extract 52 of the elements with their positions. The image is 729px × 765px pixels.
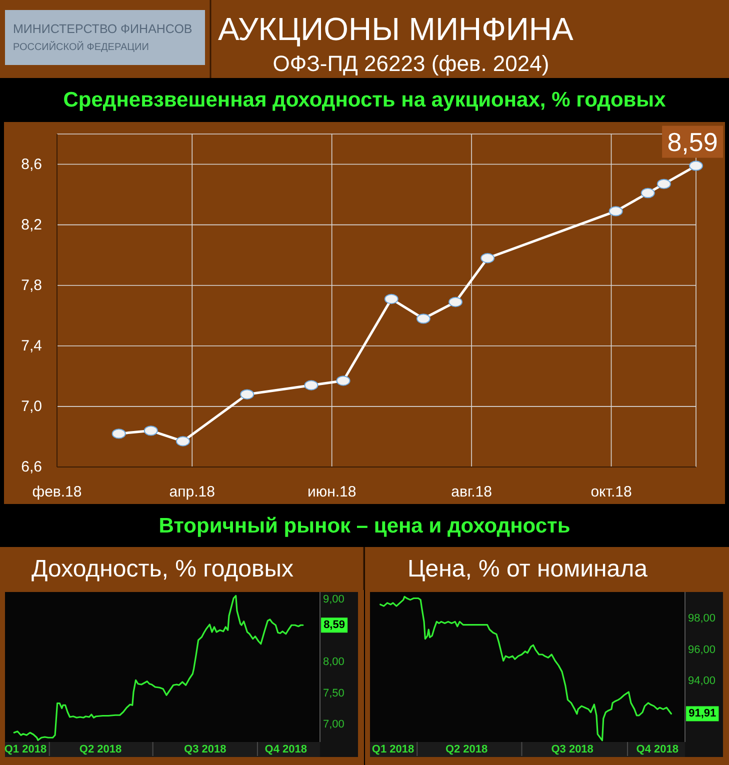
point <box>144 426 158 436</box>
y-tick-label: 7,4 <box>21 337 42 354</box>
x-tick-label: Q1 2018 <box>4 744 47 756</box>
point <box>640 188 655 198</box>
x-tick-label: фев.18 <box>32 484 82 500</box>
y-tick-label: 96,00 <box>688 644 716 656</box>
point <box>112 428 126 439</box>
x-tick-label: Q3 2018 <box>184 744 226 756</box>
point <box>608 206 623 216</box>
y-tick-label: 7,50 <box>323 687 344 700</box>
text: РОССИЙСКОЙ ФЕДЕРАЦИИ <box>13 40 149 53</box>
x-tick-label: Q1 2018 <box>372 744 414 756</box>
y-tick-label: 8,00 <box>323 656 344 668</box>
y-tick-label: 9,00 <box>323 594 344 606</box>
data-label: 8,59 <box>324 619 345 632</box>
y-tick-label: 8,6 <box>21 156 42 173</box>
y-tick-label: 8,2 <box>21 216 42 234</box>
line-series <box>13 594 304 741</box>
x-tick-label: авг.18 <box>451 484 492 500</box>
point <box>656 178 671 190</box>
point <box>480 253 495 264</box>
point <box>384 294 398 304</box>
x-tick-label: Q4 2018 <box>264 744 307 756</box>
point <box>176 436 190 446</box>
y-tick-label: 7,8 <box>21 276 42 294</box>
y-tick-label: 98,00 <box>688 612 716 625</box>
chart-title: Доходность, % годовых <box>32 556 294 582</box>
chart-title: Цена, % от номинала <box>408 556 648 582</box>
x-tick-label: июн.18 <box>307 484 356 500</box>
line-series <box>380 596 672 742</box>
point <box>689 160 703 171</box>
text: ОФЗ-ПД 26223 (фев. 2024) <box>272 51 550 76</box>
data-label: 8,59 <box>667 126 718 157</box>
point <box>240 389 254 400</box>
y-tick-label: 7,0 <box>21 398 42 415</box>
point <box>304 380 318 390</box>
text: Вторичный рынок – цена и доходность <box>158 514 570 538</box>
y-tick-label: 7,00 <box>323 718 344 730</box>
x-tick-label: Q2 2018 <box>79 744 122 756</box>
x-tick-label: окт.18 <box>590 484 632 500</box>
text: АУКЦИОНЫ МИНФИНА <box>218 11 574 47</box>
y-tick-label: 6,6 <box>21 458 42 476</box>
y-tick-label: 94,00 <box>688 675 716 688</box>
text: МИНИСТЕРСТВО ФИНАНСОВ <box>13 22 192 36</box>
x-tick-label: Q4 2018 <box>636 744 679 756</box>
x-tick-label: Q2 2018 <box>445 744 488 756</box>
x-tick-label: апр.18 <box>169 484 215 500</box>
point <box>448 296 463 308</box>
chart-title: Средневзвешенная доходность на аукционах, % годовых <box>63 88 666 112</box>
x-tick-label: Q3 2018 <box>551 744 594 756</box>
point <box>336 376 350 386</box>
point <box>416 314 430 324</box>
